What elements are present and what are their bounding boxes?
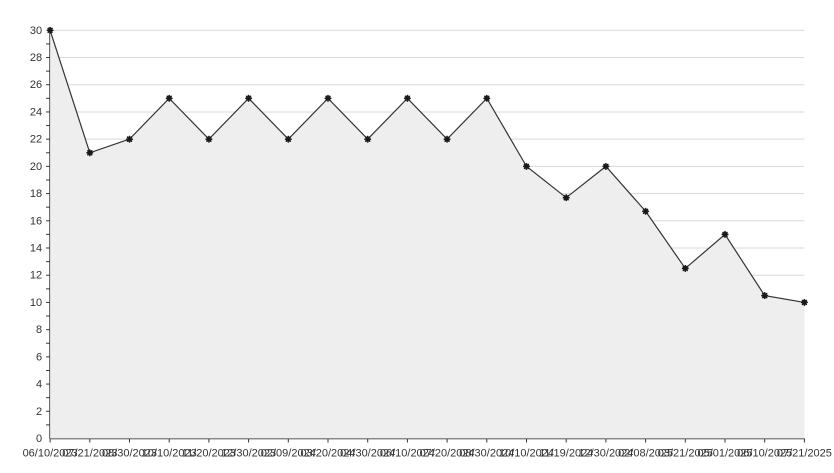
svg-text:30: 30 <box>30 25 42 37</box>
svg-text:24: 24 <box>30 106 42 118</box>
svg-text:2: 2 <box>36 406 42 418</box>
svg-text:07/21/2025: 07/21/2025 <box>777 448 832 460</box>
svg-text:0: 0 <box>36 433 42 445</box>
svg-text:20: 20 <box>30 161 42 173</box>
svg-text:6: 6 <box>36 351 42 363</box>
svg-text:8: 8 <box>36 324 42 336</box>
svg-text:28: 28 <box>30 52 42 64</box>
svg-text:22: 22 <box>30 134 42 146</box>
svg-text:16: 16 <box>30 215 42 227</box>
svg-text:4: 4 <box>36 379 42 391</box>
svg-text:12: 12 <box>30 270 42 282</box>
svg-text:14: 14 <box>30 243 42 255</box>
svg-text:10: 10 <box>30 297 42 309</box>
svg-text:18: 18 <box>30 188 42 200</box>
svg-text:26: 26 <box>30 79 42 91</box>
